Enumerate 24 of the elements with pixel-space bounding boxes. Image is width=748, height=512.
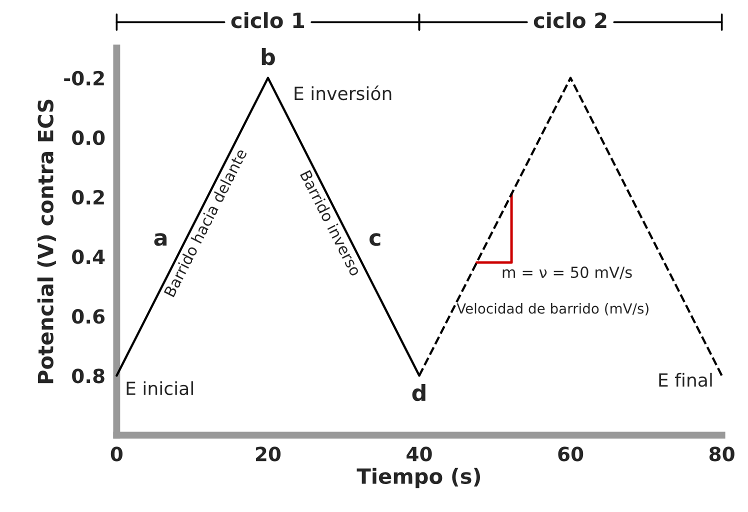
x-tick-label: 40 (406, 446, 432, 462)
y-tick-label: 0.6 (72, 309, 105, 324)
x-tick-label: 0 (110, 446, 123, 462)
text: ciclo 2 (534, 12, 606, 28)
y-axis-title: Potencial (V) contra ECS (37, 100, 56, 384)
x-tick-label: 80 (709, 446, 734, 462)
x-tick-label: 60 (558, 446, 584, 462)
y-tick-label: 0.8 (72, 368, 104, 384)
y-tick-label: 0.2 (72, 190, 104, 205)
annotation: Velocidad de barrido (mV/s) (456, 303, 648, 316)
annotation: m = ν = 50 mV/s (502, 266, 632, 280)
annotation: b (262, 48, 275, 66)
annotation: E inversión (294, 86, 392, 100)
y-tick-label: 0.0 (72, 130, 105, 146)
text: ciclo 1 (231, 12, 304, 28)
annotation: c (370, 233, 380, 246)
y-tick-label: -0.2 (64, 70, 104, 86)
annotation: d (412, 384, 426, 402)
x-axis-title: Tiempo (s) (356, 468, 480, 488)
annotation: E final (659, 372, 712, 387)
y-tick-label: 0.4 (72, 250, 105, 264)
annotation: E inicial (126, 381, 193, 396)
x-tick-label: 20 (256, 446, 281, 462)
annotation: a (154, 233, 167, 246)
